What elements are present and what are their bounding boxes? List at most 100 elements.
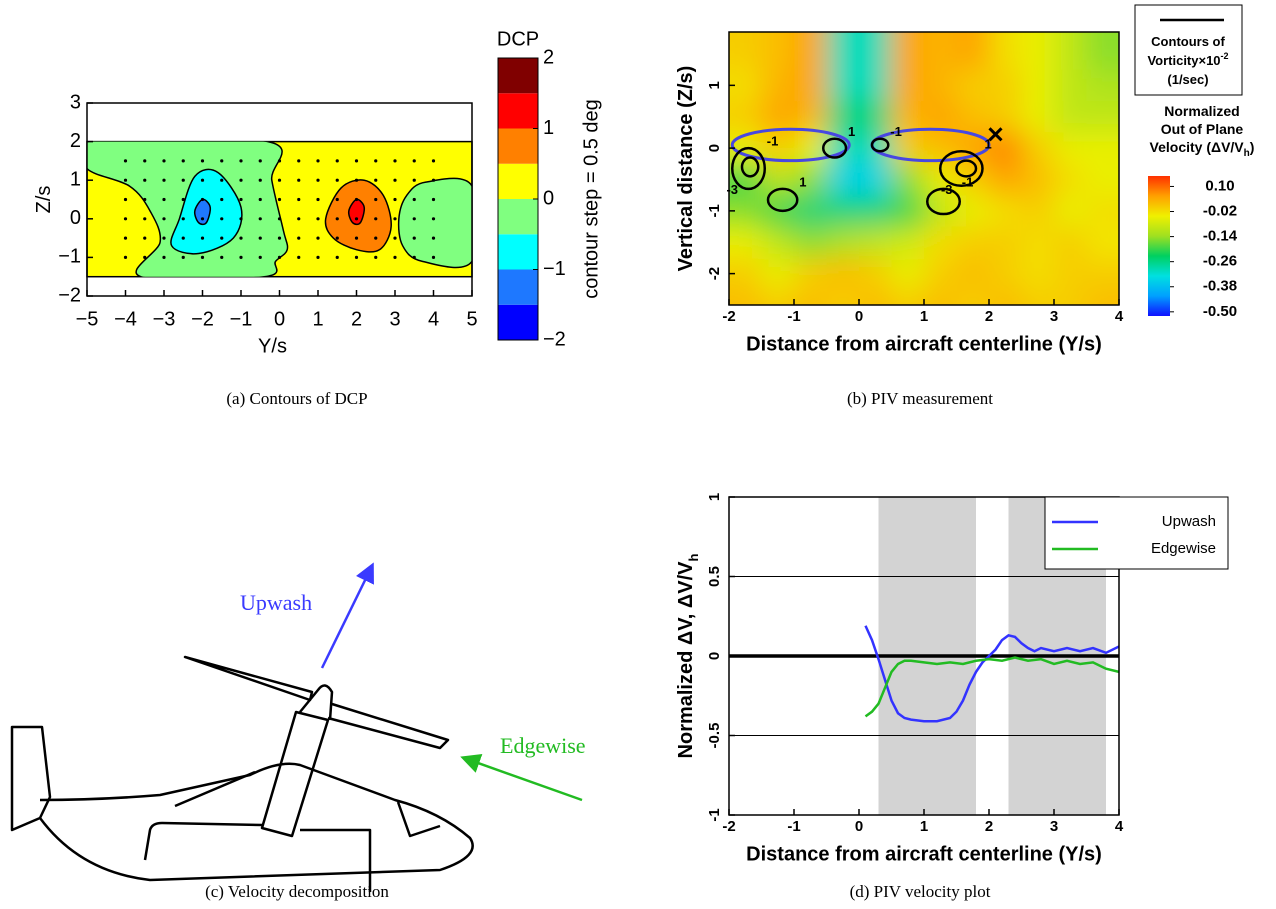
heatmap-cell bbox=[989, 32, 1022, 71]
probe-point bbox=[412, 159, 416, 163]
x-tick-label: 4 bbox=[428, 308, 439, 330]
probe-point bbox=[277, 178, 282, 182]
colorbar-tick-label: 2 bbox=[543, 46, 554, 68]
heatmap-cell bbox=[761, 101, 795, 133]
heatmap-cell bbox=[891, 257, 925, 290]
probe-point bbox=[335, 217, 339, 221]
probe-point bbox=[143, 197, 147, 202]
probe-point bbox=[239, 197, 243, 202]
probe-point bbox=[258, 197, 262, 202]
heatmap-cell bbox=[826, 226, 860, 259]
heatmap-cell bbox=[794, 289, 827, 305]
probe-point bbox=[181, 178, 185, 182]
heatmap-cell bbox=[956, 163, 990, 196]
contour-region bbox=[397, 177, 472, 269]
probe-point bbox=[335, 197, 339, 202]
x-tick-label: 2 bbox=[985, 308, 993, 325]
probe-point bbox=[181, 197, 185, 202]
probe-point bbox=[143, 217, 147, 221]
probe-point bbox=[297, 178, 301, 182]
contour-label: -1 bbox=[767, 134, 779, 149]
field bbox=[729, 32, 1119, 305]
colorbar-title-text: Normalized bbox=[1164, 103, 1239, 119]
heatmap-cell bbox=[859, 289, 892, 305]
heatmap-cell bbox=[826, 257, 860, 290]
heatmap-cell bbox=[1021, 32, 1055, 71]
probe-point bbox=[123, 236, 128, 240]
upwash-arrow bbox=[320, 562, 374, 669]
heatmap-cell bbox=[859, 226, 892, 259]
heatmap-cell bbox=[794, 226, 827, 259]
x-tick-label: 5 bbox=[466, 308, 477, 330]
probe-point bbox=[354, 178, 359, 182]
x-tick-label: 0 bbox=[274, 308, 285, 330]
probe-point bbox=[431, 217, 436, 221]
probe-point bbox=[181, 236, 185, 240]
heatmap-cell bbox=[1086, 32, 1119, 71]
probe-point bbox=[162, 217, 166, 221]
heatmap-cell bbox=[859, 101, 892, 133]
probe-point bbox=[143, 236, 147, 240]
colorbar-band bbox=[498, 234, 538, 270]
heatmap-cell bbox=[924, 257, 957, 290]
probe-point bbox=[239, 178, 243, 182]
probe-point bbox=[258, 255, 262, 259]
probe-point bbox=[277, 236, 282, 240]
probe-point bbox=[431, 159, 436, 163]
x-tick-label: −2 bbox=[191, 308, 214, 330]
colorbar-band bbox=[498, 93, 538, 129]
heatmap-cell bbox=[761, 69, 795, 102]
y-tick-label: 2 bbox=[70, 130, 81, 152]
probe-point bbox=[335, 178, 339, 182]
heatmap-cell bbox=[1054, 195, 1087, 228]
legend-label: Upwash bbox=[1162, 513, 1216, 530]
heatmap-cell bbox=[794, 195, 827, 228]
heatmap-cell bbox=[1086, 195, 1119, 228]
probe-point bbox=[200, 236, 205, 240]
heatmap-cell bbox=[891, 32, 925, 71]
colorbar bbox=[1148, 176, 1170, 316]
probe-point bbox=[354, 159, 359, 163]
x-tick-label: 1 bbox=[312, 308, 323, 330]
probe-point bbox=[316, 255, 320, 259]
probe-point bbox=[393, 236, 397, 240]
x-tick-label: 3 bbox=[1050, 818, 1058, 835]
tail-fin bbox=[10, 725, 52, 832]
probe-point bbox=[200, 255, 205, 259]
probe-point bbox=[354, 217, 359, 221]
probe-point bbox=[412, 217, 416, 221]
heatmap-cell bbox=[1054, 257, 1087, 290]
probe-point bbox=[316, 178, 320, 182]
heatmap-cell bbox=[956, 101, 990, 133]
x-tick-label: -1 bbox=[787, 818, 800, 835]
heatmap-cell bbox=[794, 163, 827, 196]
caption: (d) PIV velocity plot bbox=[850, 882, 991, 901]
heatmap-cell bbox=[729, 257, 762, 290]
colorbar-band bbox=[498, 269, 538, 305]
heatmap-cell bbox=[989, 195, 1022, 228]
upwash-label: Upwash bbox=[240, 590, 312, 615]
cockpit-window bbox=[396, 801, 441, 838]
vorticity-contour bbox=[870, 137, 890, 153]
probe-point bbox=[277, 217, 282, 221]
rotor-disk bbox=[730, 127, 851, 163]
heatmap-cell bbox=[989, 226, 1022, 259]
probe-point bbox=[297, 159, 301, 163]
probe-point bbox=[162, 178, 166, 182]
heatmap-cell bbox=[1021, 69, 1055, 102]
colorbar-band bbox=[498, 128, 538, 164]
x-axis-label: Y/s bbox=[258, 335, 287, 357]
colorbar-title: DCP bbox=[497, 28, 539, 50]
heatmap-cell bbox=[989, 257, 1022, 290]
probe-point bbox=[220, 159, 224, 163]
heatmap-cell bbox=[729, 69, 762, 102]
probe-point bbox=[393, 217, 397, 221]
x-tick-label: -2 bbox=[722, 818, 735, 835]
colorbar-tick-label: −1 bbox=[543, 258, 566, 280]
heatmap-cell bbox=[1021, 289, 1055, 305]
heatmap-cell bbox=[1021, 163, 1055, 196]
x-tick-label: -1 bbox=[787, 308, 800, 325]
edgewise-arrow bbox=[460, 753, 583, 802]
y-tick-label: 3 bbox=[70, 91, 81, 113]
probe-point bbox=[277, 159, 282, 163]
